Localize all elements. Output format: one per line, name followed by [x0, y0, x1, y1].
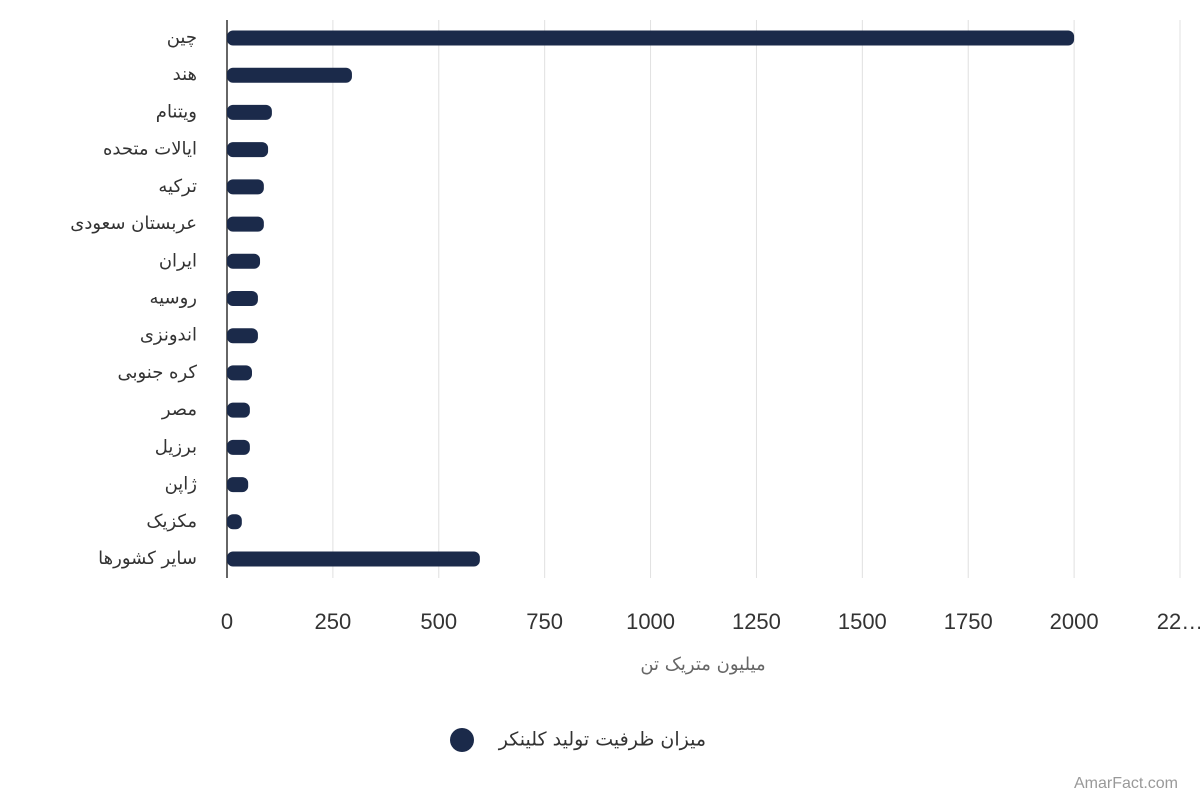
- y-tick-label: روسیه: [149, 288, 197, 309]
- x-tick-label: 1000: [626, 609, 675, 634]
- bar: [227, 439, 250, 455]
- y-tick-label: هند: [173, 64, 197, 85]
- y-tick-label: چین: [167, 27, 197, 48]
- bar: [227, 253, 261, 269]
- watermark: AmarFact.com: [1074, 775, 1178, 792]
- y-tick-label: مصر: [161, 399, 197, 420]
- y-tick-label: برزیل: [155, 436, 197, 457]
- x-tick-label: 1750: [944, 609, 993, 634]
- legend-marker: [450, 728, 474, 752]
- y-tick-label: ایران: [159, 250, 197, 271]
- bar: [227, 104, 272, 120]
- bar: [227, 67, 352, 83]
- y-tick-label: مکزیک: [146, 511, 197, 532]
- y-tick-label: ویتنام: [156, 101, 197, 122]
- x-tick-label: 250: [315, 609, 352, 634]
- x-tick-label: 1500: [838, 609, 887, 634]
- x-tick-label: 500: [420, 609, 457, 634]
- x-tick-label: 0: [221, 609, 233, 634]
- y-tick-label: اندونزی: [140, 325, 197, 346]
- x-tick-label: 2000: [1050, 609, 1099, 634]
- bar: [227, 142, 269, 158]
- bar: [227, 291, 258, 306]
- legend-label: میزان ظرفیت تولید کلینکر: [498, 729, 706, 751]
- bar: [227, 551, 480, 567]
- bar: [227, 179, 264, 195]
- bar: [227, 30, 1075, 46]
- x-axis-title: میلیون متریک تن: [640, 654, 765, 675]
- y-tick-label: سایر کشورها: [98, 548, 197, 569]
- y-tick-label: کره جنوبی: [117, 362, 197, 383]
- bar: [227, 402, 250, 418]
- bar: [227, 477, 249, 493]
- x-tick-label: 22…: [1157, 609, 1200, 634]
- y-tick-label: ترکیه: [158, 176, 197, 197]
- y-tick-label: ایالات متحده: [103, 139, 197, 160]
- bar: [227, 365, 252, 381]
- y-tick-label: عربستان سعودی: [70, 213, 197, 234]
- y-tick-label: ژاپن: [165, 474, 197, 495]
- x-tick-label: 1250: [732, 609, 781, 634]
- bar: [227, 514, 242, 530]
- bar: [227, 216, 264, 232]
- bar: [227, 328, 258, 344]
- x-tick-label: 750: [526, 609, 563, 634]
